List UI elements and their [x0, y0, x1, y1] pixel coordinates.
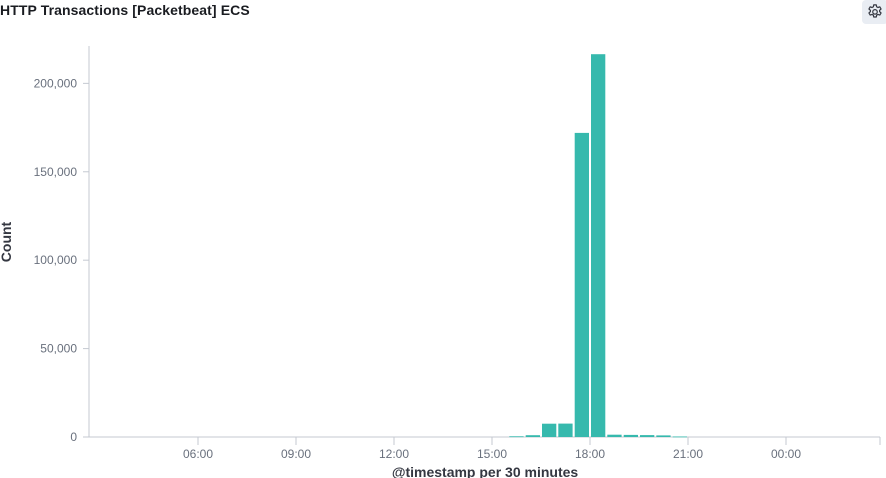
histogram-bar[interactable]	[542, 423, 557, 437]
histogram-bar[interactable]	[509, 436, 524, 438]
histogram-bar[interactable]	[558, 423, 573, 437]
x-tick-label: 12:00	[379, 447, 409, 461]
histogram-bar[interactable]	[607, 434, 622, 437]
x-tick-label: 15:00	[477, 447, 507, 461]
x-axis-title: @timestamp per 30 minutes	[392, 464, 579, 478]
y-tick-label: 0	[70, 430, 77, 444]
x-tick-label: 00:00	[771, 447, 801, 461]
y-tick-label: 200,000	[34, 76, 78, 90]
histogram-bar[interactable]	[591, 54, 606, 437]
histogram-bar[interactable]	[574, 132, 589, 437]
y-tick-label: 100,000	[34, 253, 78, 267]
histogram-bar[interactable]	[623, 434, 638, 437]
gear-icon	[866, 3, 884, 21]
x-tick-label: 09:00	[281, 447, 311, 461]
x-tick-label: 18:00	[575, 447, 605, 461]
histogram-bar[interactable]	[672, 436, 687, 438]
histogram-bar[interactable]	[640, 435, 655, 437]
y-axis-title: Count	[0, 221, 14, 262]
panel-options-button[interactable]	[862, 0, 886, 24]
histogram-bar[interactable]	[525, 435, 540, 437]
x-tick-label: 21:00	[673, 447, 703, 461]
panel-title: HTTP Transactions [Packetbeat] ECS	[0, 2, 250, 18]
x-tick-label: 06:00	[183, 447, 213, 461]
y-tick-label: 50,000	[40, 342, 77, 356]
y-tick-label: 150,000	[34, 165, 78, 179]
histogram-bar[interactable]	[656, 435, 671, 437]
